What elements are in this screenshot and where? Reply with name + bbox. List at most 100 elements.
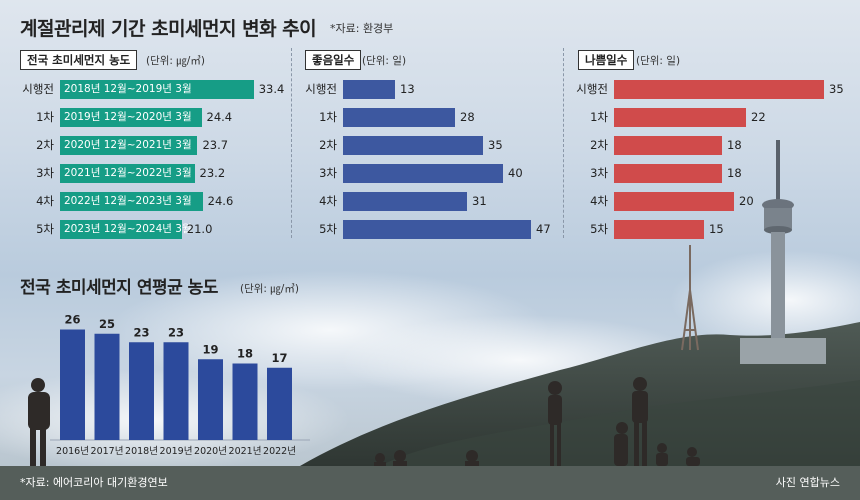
row-label: 1차 (36, 110, 54, 124)
bar (614, 80, 824, 99)
annual-value-label: 26 (64, 313, 80, 327)
bar-value-label: 40 (508, 166, 523, 180)
row-label: 2차 (319, 138, 337, 152)
cloud-shape (670, 250, 860, 350)
row-label: 2차 (590, 138, 608, 152)
annual-bar-chart: 26 2016년 25 2017년 23 2018년 23 2019년 19 2020년 18 202… (50, 313, 310, 457)
bar-value-label: 20 (739, 194, 754, 208)
bar-value-label: 18 (727, 138, 742, 152)
title-source-note: *자료: 환경부 (330, 22, 394, 35)
row-label: 2차 (36, 138, 54, 152)
row-label: 시행전 (305, 82, 337, 96)
annual-year-label: 2020년 (194, 446, 227, 457)
row-label: 4차 (36, 194, 54, 208)
bar-period-label: 2020년 12월~2021년 3월 (64, 139, 192, 151)
bar-value-label: 13 (400, 82, 415, 96)
row-label: 5차 (590, 222, 608, 236)
row-label: 3차 (36, 166, 54, 180)
annual-chart-title: 전국 초미세먼지 연평균 농도 (20, 278, 218, 298)
annual-bar (94, 333, 120, 440)
bar (614, 220, 704, 239)
bar-period-label: 2022년 12월~2023년 3월 (64, 195, 192, 207)
annual-bar (163, 342, 189, 440)
bar-value-label: 24.4 (206, 110, 233, 124)
page-title: 계절관리제 기간 초미세먼지 변화 추이 (20, 18, 317, 40)
bar (60, 164, 195, 183)
row-label: 1차 (590, 110, 608, 124)
panel-label-concentration: 전국 초미세먼지 농도 (20, 50, 138, 70)
bar (343, 164, 503, 183)
annual-bar (60, 329, 85, 440)
photo-credit: 사진 연합뉴스 (775, 476, 840, 489)
bar-value-label: 22 (751, 110, 766, 124)
annual-year-label: 2016년 (56, 446, 89, 457)
row-label: 4차 (590, 194, 608, 208)
annual-year-label: 2022년 (263, 446, 296, 457)
bar-value-label: 18 (727, 166, 742, 180)
annual-value-label: 19 (202, 342, 218, 356)
annual-value-label: 18 (237, 347, 253, 361)
annual-value-label: 25 (99, 317, 115, 331)
row-label: 5차 (319, 222, 337, 236)
annual-value-label: 23 (168, 325, 184, 339)
bar (614, 164, 722, 183)
bar-value-label: 23.7 (202, 138, 229, 152)
bar-period-label: 2018년 12월~2019년 3월 (64, 83, 192, 95)
annual-year-label: 2019년 (160, 446, 193, 457)
bar (343, 108, 455, 127)
panel-label-good-days: 좋음일수 (305, 50, 362, 70)
row-label: 1차 (319, 110, 337, 124)
bar-period-label: 2019년 12월~2020년 3월 (64, 111, 192, 123)
bar (60, 136, 198, 155)
bar-period-label: 2021년 12월~2022년 3월 (64, 167, 192, 179)
annual-value-label: 17 (271, 351, 287, 365)
bar (343, 220, 531, 239)
bar (343, 192, 467, 211)
bar-value-label: 33.4 (258, 82, 285, 96)
row-label: 3차 (590, 166, 608, 180)
annual-bar (232, 363, 258, 440)
bar (60, 220, 182, 239)
row-label: 5차 (36, 222, 54, 236)
annual-bar (267, 367, 292, 440)
annual-chart-unit: (단위: ㎍/㎥) (240, 283, 299, 295)
annual-year-label: 2017년 (91, 446, 124, 457)
bar-value-label: 31 (472, 194, 487, 208)
bar-period-label: 2023년 12월~2024년 3월 (64, 223, 192, 235)
annual-year-label: 2021년 (229, 446, 262, 457)
annual-bar (198, 359, 223, 440)
annual-value-label: 23 (133, 325, 149, 339)
bar-value-label: 35 (829, 82, 844, 96)
bar-value-label: 23.2 (199, 166, 226, 180)
row-label: 시행전 (576, 82, 608, 96)
row-label: 3차 (319, 166, 337, 180)
tower-icon (740, 140, 826, 364)
bar-value-label: 28 (460, 110, 475, 124)
panel-label-bad-days: 나쁨일수 (578, 50, 635, 70)
antenna-icon (681, 245, 699, 351)
footer-source: *자료: 에어코리아 대기환경연보 (20, 476, 168, 489)
footer-bar (0, 466, 860, 500)
bar (614, 136, 722, 155)
bar-value-label: 24.6 (207, 194, 234, 208)
bar (614, 192, 734, 211)
people-silhouettes (28, 377, 700, 466)
row-label: 4차 (319, 194, 337, 208)
bar-value-label: 15 (709, 222, 724, 236)
bar (343, 80, 395, 99)
bar-value-label: 35 (488, 138, 503, 152)
bar-value-label: 47 (536, 222, 551, 236)
annual-bar (129, 342, 154, 440)
annual-year-label: 2018년 (125, 446, 158, 457)
bar (60, 192, 203, 211)
panel-divider (563, 48, 564, 238)
panel-divider (291, 48, 292, 238)
unit-good-days: (단위: 일) (362, 55, 407, 67)
bar (343, 136, 483, 155)
bar (614, 108, 746, 127)
bar (60, 80, 254, 99)
row-label: 시행전 (22, 82, 54, 96)
unit-concentration: (단위: ㎍/㎥) (146, 55, 205, 67)
bar-value-label: 21.0 (186, 222, 213, 236)
